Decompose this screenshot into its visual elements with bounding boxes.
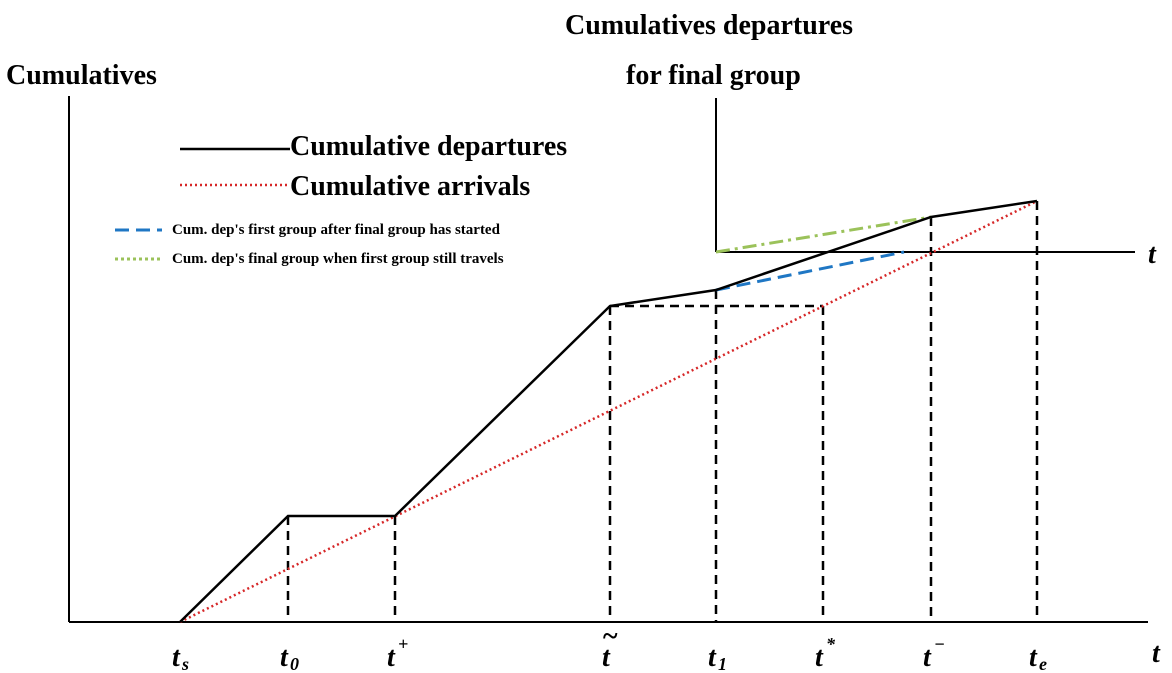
tick-sup-tminus: − [934, 634, 945, 654]
tick-sub-ts: s [181, 654, 189, 673]
tick-label-ts: t [172, 642, 181, 673]
tick-labels: t s t 0 t + t~t 1 t * t − t e [172, 621, 1047, 673]
first-group-line [715, 250, 905, 292]
tick-label-te: t [1029, 642, 1038, 673]
departures-line [179, 199, 1038, 623]
tick-sub-te: e [1039, 654, 1047, 673]
tick-sup-tplus: + [398, 634, 408, 654]
tick-sup-tstar: * [826, 634, 836, 654]
x-axis-name: t [1152, 638, 1161, 669]
tick-accent-ttilde: ~ [602, 621, 618, 652]
tick-label-tstar: t [815, 642, 824, 673]
legend-first-group-label: Cum. dep's first group after final group… [172, 222, 501, 238]
legend-arrivals-label: Cumulative arrivals [290, 171, 530, 202]
tick-label-tplus: t [387, 642, 396, 673]
final-group-line [715, 215, 932, 254]
tick-sub-t1: 1 [718, 654, 727, 673]
arrivals-line [179, 199, 1038, 624]
left-axis-title: Cumulatives [6, 60, 157, 91]
right-axis-title-line1: Cumulatives departures [565, 10, 853, 41]
tick-label-ttilde: t [602, 642, 611, 673]
tick-label-t1: t [708, 642, 717, 673]
tick-sub-t0: 0 [290, 654, 299, 673]
tick-label-t0: t [280, 642, 289, 673]
right-axis-title-line2: for final group [626, 60, 801, 91]
right-x-axis-name: t [1148, 239, 1157, 270]
tick-label-tminus: t [923, 642, 932, 673]
legend-final-group-label: Cum. dep's final group when first group … [172, 251, 504, 267]
legend-departures-label: Cumulative departures [290, 131, 567, 162]
